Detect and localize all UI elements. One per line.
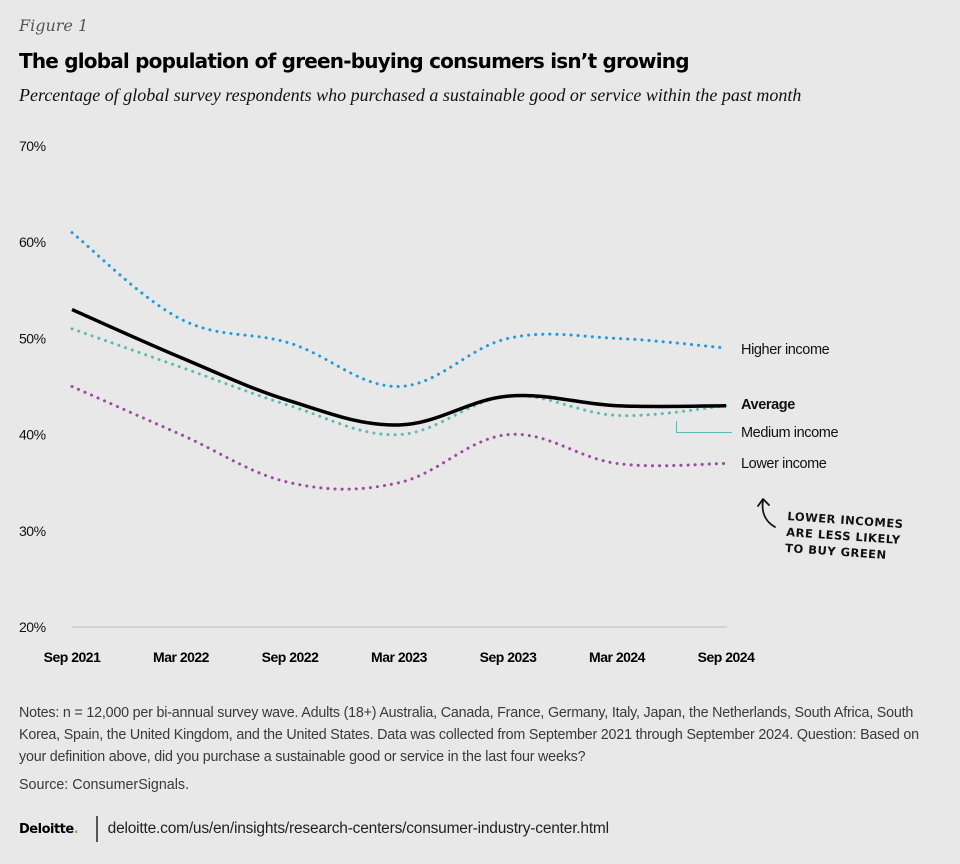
x-tick-label: Sep 2022	[262, 649, 319, 665]
x-tick-label: Mar 2024	[589, 649, 646, 665]
x-tick-label: Mar 2023	[371, 649, 428, 665]
chart-subtitle: Percentage of global survey respondents …	[19, 85, 802, 105]
y-axis: 20% 30% 40% 50% 60% 70%	[19, 138, 46, 635]
x-axis: Sep 2021 Mar 2022 Sep 2022 Mar 2023 Sep 2023…	[44, 649, 756, 665]
medium-income-leader-line	[676, 421, 732, 433]
legend-label-lower-income: Lower income	[741, 456, 827, 472]
footer-url-link[interactable]: deloitte.com/us/en/insights/research-cen…	[107, 820, 609, 837]
x-tick-label: Sep 2024	[698, 649, 755, 665]
y-tick-label: 20%	[19, 619, 46, 635]
series-labels: Higher income Average Medium income Lower i…	[741, 342, 839, 472]
chart-title: The global population of green-buying co…	[19, 49, 690, 73]
deloitte-logo: Deloitte.	[19, 821, 79, 837]
y-tick-label: 70%	[19, 138, 46, 154]
footer: Deloitte. deloitte.com/us/en/insights/re…	[19, 816, 609, 842]
y-tick-label: 60%	[19, 234, 46, 250]
x-tick-label: Sep 2023	[480, 649, 537, 665]
series-line-higher-income	[70, 231, 728, 389]
legend-label-average: Average	[741, 397, 795, 413]
y-tick-label: 30%	[19, 523, 46, 539]
annotation-note: LOWER INCOMES ARE LESS LIKELY TO BUY GRE…	[785, 508, 904, 564]
series-group	[70, 231, 728, 491]
x-tick-label: Sep 2021	[44, 649, 101, 665]
line-chart: 20%30%40%50%60%70% Sep 2021 Mar 2022 Sep 2…	[19, 138, 839, 665]
y-tick-label: 40%	[19, 427, 46, 443]
chart-notes: Notes: n = 12,000 per bi-annual survey w…	[19, 705, 919, 765]
legend-label-medium-income: Medium income	[741, 425, 838, 441]
logo-text: Deloitte	[19, 821, 74, 837]
series-line-average	[71, 307, 727, 427]
annotation-arrow-icon	[757, 498, 776, 528]
figure-label: Figure 1	[19, 16, 89, 35]
y-tick-label: 50%	[19, 330, 46, 346]
logo-dot: .	[73, 821, 79, 837]
series-line-lower-income	[70, 385, 728, 491]
series-line-medium-income	[70, 327, 728, 437]
footer-divider	[96, 816, 98, 842]
legend-label-higher-income: Higher income	[741, 342, 830, 358]
chart-source: Source: ConsumerSignals.	[19, 777, 190, 793]
x-tick-label: Mar 2022	[153, 649, 210, 665]
